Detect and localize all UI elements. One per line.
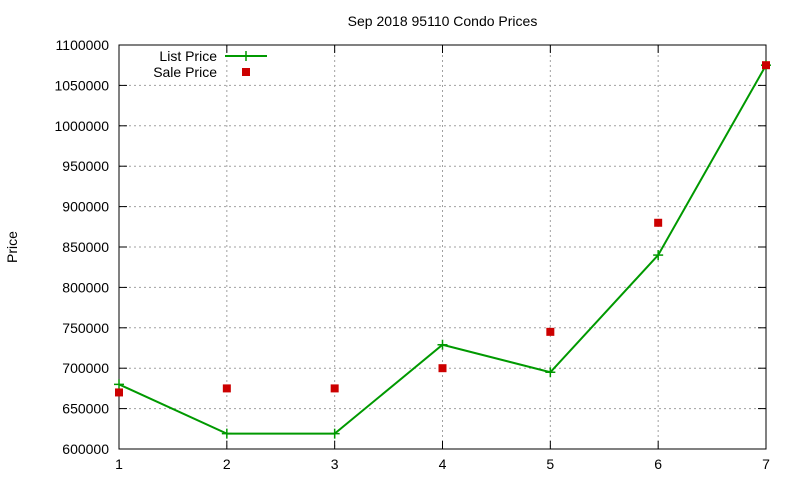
sale-price-point [115,388,123,397]
list-price-point [329,428,340,439]
y-tick-label: 850000 [62,239,109,255]
y-tick-label: 650000 [62,401,109,417]
y-axis-label: Price [4,231,20,263]
list-price-point [437,339,448,350]
list-price-point [114,379,124,390]
x-tick-label: 5 [546,456,554,472]
y-tick-label: 1000000 [54,118,109,134]
y-tick-label: 1050000 [54,77,109,93]
legend-label-sale-price: Sale Price [153,64,217,80]
sale-price-point [438,364,447,373]
list-price-point [221,428,232,439]
y-tick-label: 600000 [62,441,109,457]
sale-price-point [330,384,339,393]
sale-price-point [546,327,555,336]
x-tick-label: 2 [223,456,231,472]
sale-price-point [762,61,770,70]
x-tick-label: 1 [115,456,123,472]
tick-layer: 600000 650000 700000 750000 800000 850000 9000… [54,37,770,472]
legend-marker-sale-price [242,68,250,76]
x-tick-label: 6 [654,456,662,472]
x-tick-label: 7 [762,456,770,472]
x-tick-label: 3 [331,456,339,472]
y-tick-label: 750000 [62,320,109,336]
list-price-point [653,250,664,261]
legend-marker-list-price [241,51,251,61]
x-tick-label: 4 [439,456,447,472]
sale-price-point [654,218,663,227]
legend-label-list-price: List Price [159,48,217,64]
y-tick-label: 1100000 [56,37,110,53]
chart-title: Sep 2018 95110 Condo Prices [348,13,538,29]
y-tick-label: 800000 [62,279,109,295]
sale-price-point [222,384,231,393]
y-tick-label: 950000 [62,158,109,174]
grid-layer [119,45,766,449]
list-price-point [545,367,556,378]
series-layer [114,60,771,439]
y-tick-label: 700000 [62,360,109,376]
y-tick-label: 900000 [62,199,109,215]
